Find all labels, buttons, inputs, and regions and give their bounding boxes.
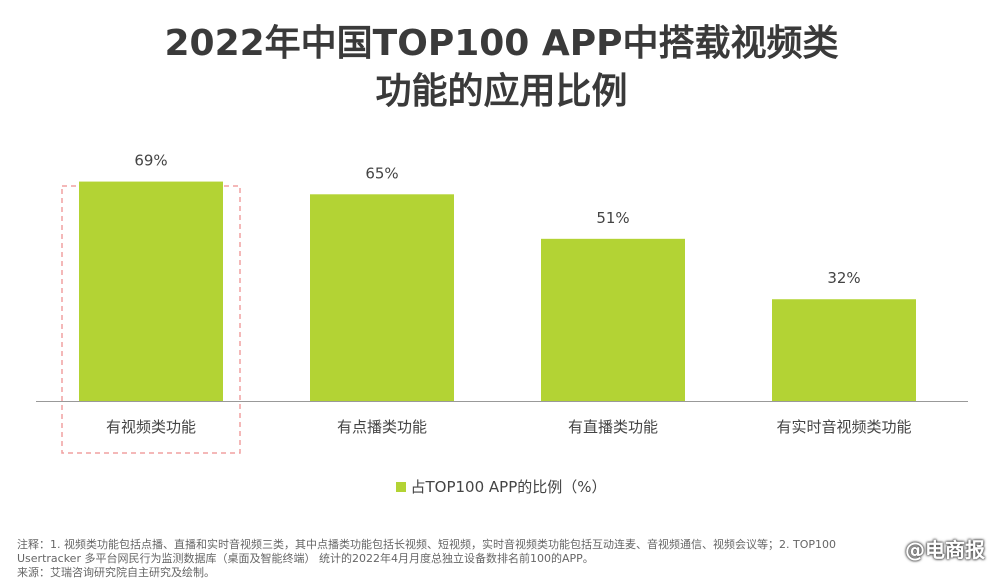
legend: 占TOP100 APP的比例（%）	[0, 476, 1003, 497]
highlight-box	[61, 185, 241, 454]
legend-swatch	[396, 481, 407, 492]
bar-2	[310, 194, 454, 401]
data-label-2: 65%	[365, 164, 398, 182]
bar-1	[79, 181, 223, 401]
data-label-3: 51%	[596, 209, 629, 227]
footnote-line-1: 注释：1. 视频类功能包括点播、直播和实时音视频三类，其中点播类功能包括长视频、…	[17, 538, 836, 551]
data-label-1: 69%	[134, 152, 167, 170]
data-label-4: 32%	[827, 269, 860, 287]
legend-label: 占TOP100 APP的比例（%）	[410, 478, 607, 496]
watermark: @电商报	[901, 534, 989, 563]
x-tick-label-2: 有点播类功能	[337, 418, 427, 436]
chart-title-line2: 功能的应用比例	[375, 71, 628, 112]
x-tick-label-4: 有实时音视频类功能	[776, 418, 911, 436]
bar-3	[541, 238, 685, 401]
x-tick-label-3: 有直播类功能	[568, 418, 658, 436]
x-tick-label-1: 有视频类功能	[106, 418, 196, 436]
chart-title-line1: 2022年中国TOP100 APP中搭载视频类	[164, 23, 839, 64]
source-note: 来源：艾瑞咨询研究院自主研究及绘制。	[17, 566, 215, 579]
bar-chart: 69% 有视频类功能 65% 有点播类功能 51% 有直播类功能 32% 有实时音视频类功能	[36, 152, 968, 454]
bar-4	[772, 299, 916, 401]
footnotes: 注释：1. 视频类功能包括点播、直播和实时音视频三类，其中点播类功能包括长视频、…	[17, 538, 897, 580]
footnote-line-2: Usertracker 多平台网民行为监测数据库（桌面及智能终端） 统计的202…	[17, 552, 594, 565]
